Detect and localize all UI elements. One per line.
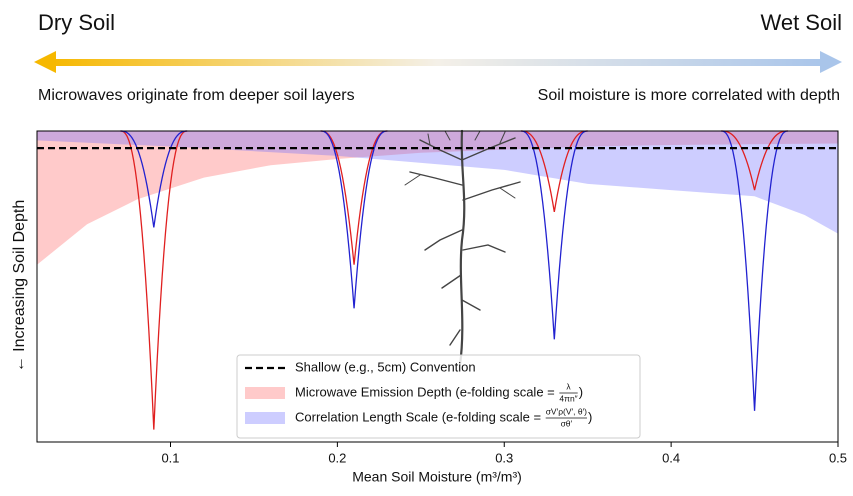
cusp xyxy=(520,130,588,340)
area xyxy=(37,131,838,234)
header-right: Wet Soil xyxy=(760,10,842,35)
y-axis-label: ← Increasing Soil Depth xyxy=(11,200,28,373)
area xyxy=(37,131,838,265)
legend-formula-num: σV′ρ(V′, θ′) xyxy=(546,406,587,416)
note-left: Microwaves originate from deeper soil la… xyxy=(38,87,355,104)
arrow-head-left xyxy=(34,51,56,73)
arrow-head-right xyxy=(820,51,842,73)
legend-formula-num: λ xyxy=(566,381,571,391)
legend-formula-den: σθ′ xyxy=(561,418,573,428)
x-tick-label: 0.4 xyxy=(662,450,680,465)
legend-label: Correlation Length Scale (e-folding scal… xyxy=(295,409,545,424)
x-tick-label: 0.5 xyxy=(829,450,847,465)
cusp xyxy=(120,130,188,228)
x-tick-label: 0.3 xyxy=(495,450,513,465)
legend xyxy=(236,354,641,439)
cusp xyxy=(120,130,188,430)
legend-label-end: ) xyxy=(588,409,592,424)
cusp xyxy=(320,130,388,309)
arrow-shaft xyxy=(50,59,825,66)
note-right: Soil moisture is more correlated with de… xyxy=(538,87,840,104)
cusp xyxy=(520,130,588,212)
legend-label-end: ) xyxy=(579,384,583,399)
legend-formula-den: 4πn″ xyxy=(559,393,577,403)
plot-frame xyxy=(36,130,839,443)
x-axis-label: Mean Soil Moisture (m³/m³) xyxy=(352,469,522,485)
x-tick-label: 0.1 xyxy=(161,450,179,465)
cusp xyxy=(320,130,388,265)
legend-label: Shallow (e.g., 5cm) Convention xyxy=(295,359,476,374)
header-left: Dry Soil xyxy=(38,10,115,35)
cusp xyxy=(721,130,788,191)
areas xyxy=(37,131,838,265)
x-tick-label: 0.2 xyxy=(328,450,346,465)
legend-swatch xyxy=(245,387,285,399)
legend-swatch xyxy=(245,412,285,424)
legend-label: Microwave Emission Depth (e-folding scal… xyxy=(295,384,558,399)
